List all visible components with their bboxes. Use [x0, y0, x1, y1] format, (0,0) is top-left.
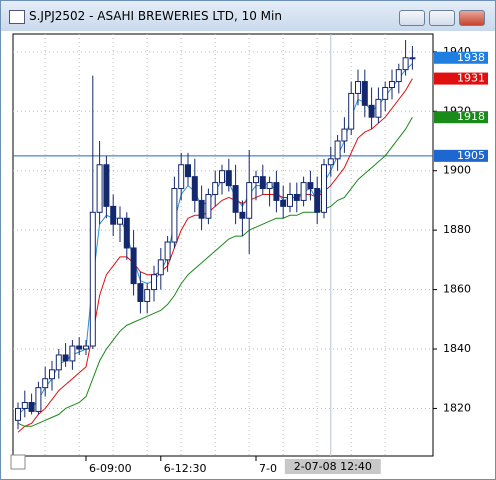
candle-body [69, 345, 76, 362]
candle-body [212, 182, 219, 195]
candle-body [35, 387, 42, 412]
candle-body [137, 283, 144, 302]
x-tick-label: 7-0 [259, 462, 277, 475]
candle-body [76, 345, 83, 350]
crosshair-label-box [284, 459, 381, 474]
price-tag-label: 1905 [457, 149, 485, 162]
candle-body [130, 247, 137, 285]
candle-body [62, 354, 69, 362]
candle-body [389, 81, 395, 88]
candle-body [21, 402, 28, 409]
candle-body [246, 182, 253, 219]
candle-body [314, 188, 321, 213]
candle-body [28, 402, 35, 412]
y-tick-label: 1820 [443, 401, 471, 414]
candle-body [144, 289, 151, 302]
candle-body [239, 211, 246, 219]
candle-body [334, 140, 341, 160]
price-tag-label: 1938 [457, 51, 485, 64]
candle-body [273, 182, 280, 201]
scroll-box[interactable] [10, 454, 26, 470]
candle-body [300, 182, 307, 201]
candle-body [321, 164, 327, 213]
candle-body [164, 241, 171, 261]
candle-body [191, 176, 198, 201]
window-icon [9, 10, 25, 24]
candle-body [185, 164, 191, 178]
close-button[interactable] [459, 10, 485, 26]
candle-body [395, 69, 402, 83]
candle-body [110, 205, 117, 225]
price-tag [434, 51, 488, 64]
candle-body [382, 86, 389, 100]
candle-body [341, 128, 348, 142]
y-tick-label: 1880 [443, 223, 471, 236]
candle-body [409, 57, 416, 60]
candle-body [348, 92, 355, 130]
x-tick-label: 6-12:30 [164, 462, 207, 475]
candle-body [89, 211, 96, 347]
y-tick-label: 1860 [443, 283, 471, 296]
candle-body [219, 170, 225, 184]
candle-body [232, 185, 239, 213]
y-tick-label: 1840 [443, 342, 471, 355]
maximize-button[interactable] [429, 10, 455, 26]
candle-body [361, 81, 368, 106]
price-tag-label: 1931 [457, 72, 485, 85]
candle-body [225, 170, 232, 187]
candle-body [375, 98, 382, 118]
candle-body [198, 199, 205, 219]
candle-body [205, 193, 212, 219]
price-tag [434, 72, 488, 85]
candle-body [280, 199, 287, 207]
ma-line [17, 116, 413, 427]
candle-body [266, 182, 273, 190]
candle-body [151, 274, 157, 291]
candle-body [117, 217, 123, 225]
candle-body [49, 369, 55, 380]
price-tag-label: 1918 [457, 110, 485, 123]
y-tick-label: 1900 [443, 164, 471, 177]
candle-body [55, 354, 62, 371]
candle-body [402, 57, 409, 71]
x-tick-label: 6-09:00 [89, 462, 132, 475]
candle-body [293, 193, 300, 201]
crosshair-label: 2-07-08 12:40 [294, 460, 372, 473]
window-title: S.JPJ2502 - ASAHI BREWERIES LTD, 10 Min [29, 9, 282, 23]
candle-body [327, 158, 334, 166]
candle-body [259, 176, 266, 190]
minimize-button[interactable] [399, 10, 425, 26]
candle-body [178, 164, 185, 190]
candle-body [171, 188, 178, 243]
price-tag [434, 149, 488, 162]
candle-body [83, 345, 89, 350]
candle-body [123, 217, 130, 249]
candle-body [253, 176, 259, 184]
candle-body [15, 407, 21, 421]
candle-body [307, 182, 314, 190]
candle-body [103, 164, 110, 207]
candle-body [42, 378, 49, 389]
price-tag [434, 111, 488, 124]
plot-area [12, 33, 434, 457]
candle-body [368, 104, 375, 118]
candle-body [157, 259, 164, 276]
candle-body [355, 81, 361, 94]
candle-body [287, 193, 293, 207]
title-bar: S.JPJ2502 - ASAHI BREWERIES LTD, 10 Min [1, 1, 495, 31]
candle-body [96, 164, 103, 213]
